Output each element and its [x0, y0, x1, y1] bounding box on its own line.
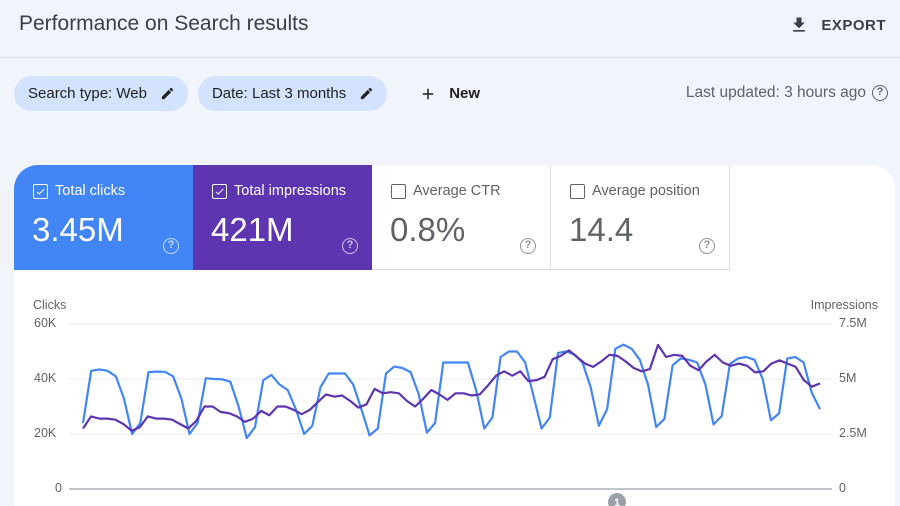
export-label: EXPORT [821, 16, 886, 34]
metric-value: 0.8% [390, 211, 466, 248]
date-range-chip[interactable]: Date: Last 3 months [197, 76, 388, 111]
checkbox-checked-icon[interactable] [33, 183, 48, 199]
help-circle-icon[interactable]: ? [520, 238, 536, 254]
metric-value: 14.4 [569, 211, 634, 248]
y-tick-left: 40K [34, 371, 57, 385]
metric-card-total-impressions[interactable]: Total impressions 421M ? [193, 165, 372, 270]
checkbox-unchecked-icon[interactable] [570, 183, 585, 199]
metric-cards: Total clicks 3.45M ? Total impressions 4… [14, 165, 730, 270]
y-tick-right: 7.5M [839, 316, 867, 330]
y-tick-left: 20K [34, 426, 57, 440]
metric-card-average-position[interactable]: Average position 14.4 ? [551, 165, 730, 270]
page-header: Performance on Search results EXPORT [0, 0, 900, 58]
y-axis-title-left: Clicks [33, 298, 67, 312]
edit-pencil-icon [361, 87, 373, 100]
y-tick-right: 5M [839, 371, 857, 385]
metric-label: Average position [592, 183, 700, 199]
y-axis-title-right: Impressions [810, 298, 878, 312]
y-tick-right: 0 [839, 481, 846, 495]
metric-label: Average CTR [413, 183, 501, 199]
clicks-line [81, 343, 821, 440]
performance-panel: Total clicks 3.45M ? Total impressions 4… [14, 165, 895, 506]
last-updated-text: Last updated: 3 hours ago [685, 84, 866, 101]
metric-label: Total impressions [234, 183, 347, 199]
chip-label: Date: Last 3 months [211, 85, 347, 102]
chip-label: Search type: Web [28, 85, 147, 102]
last-updated: Last updated: 3 hours ago ? [686, 84, 888, 102]
metric-card-total-clicks[interactable]: Total clicks 3.45M ? [14, 165, 193, 270]
new-label: New [449, 85, 481, 102]
help-circle-icon[interactable]: ? [872, 85, 888, 101]
y-tick-left: 60K [34, 316, 57, 330]
help-circle-icon[interactable]: ? [163, 238, 179, 254]
export-button[interactable]: EXPORT [789, 15, 886, 35]
y-tick-right: 2.5M [839, 426, 867, 440]
page-title: Performance on Search results [19, 12, 309, 35]
svg-text:1: 1 [614, 497, 620, 506]
chart-plot-area: 1 [69, 323, 832, 506]
checkbox-checked-icon[interactable] [212, 183, 227, 199]
performance-chart[interactable]: Clicks Impressions 60K 40K 20K 0 7.5M 5M… [14, 285, 895, 506]
filter-bar: Search type: Web Date: Last 3 months New [14, 76, 490, 111]
y-tick-left: 0 [55, 481, 62, 495]
edit-pencil-icon [161, 87, 174, 100]
new-filter-button[interactable]: New [397, 85, 490, 103]
metric-value: 3.45M [32, 211, 124, 248]
search-type-chip[interactable]: Search type: Web [14, 76, 188, 111]
metric-card-average-ctr[interactable]: Average CTR 0.8% ? [372, 165, 551, 270]
download-icon [793, 17, 806, 32]
impressions-line [82, 343, 821, 432]
checkbox-unchecked-icon[interactable] [391, 183, 406, 199]
help-circle-icon[interactable]: ? [699, 238, 715, 254]
annotation-marker[interactable] [608, 493, 626, 506]
metric-value: 421M [211, 211, 294, 248]
metric-label: Total clicks [55, 183, 126, 199]
plus-icon [422, 88, 434, 99]
help-circle-icon[interactable]: ? [342, 238, 358, 254]
